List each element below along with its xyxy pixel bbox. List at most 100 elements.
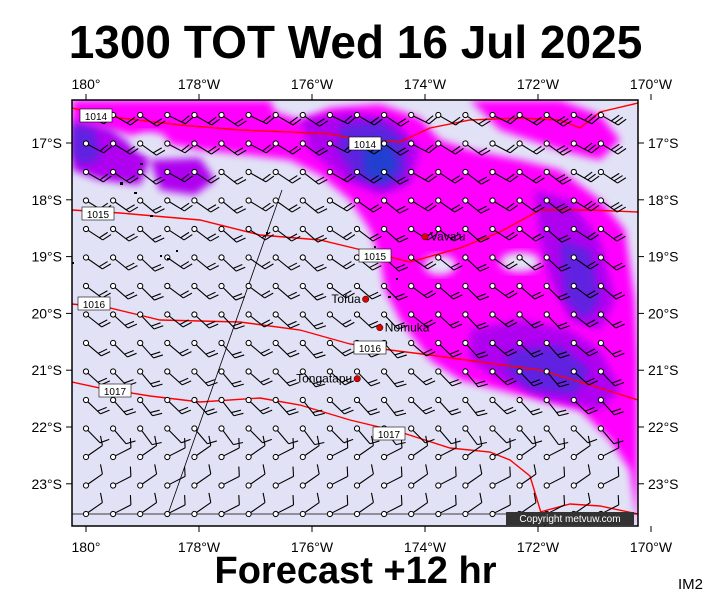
wind-barb	[435, 111, 464, 126]
wind-barb	[82, 435, 103, 461]
islands	[72, 163, 398, 298]
wind-barb	[82, 464, 103, 489]
svg-text:1017: 1017	[378, 430, 401, 441]
wind-barb	[109, 225, 138, 242]
wind-barb	[164, 140, 194, 154]
wind-barb	[82, 368, 111, 386]
copyright-text: Copyright metvuw.com	[519, 514, 620, 525]
wind-barb	[326, 495, 349, 518]
wind-barb	[326, 396, 354, 415]
wind-barb	[516, 339, 544, 358]
svg-text:1017: 1017	[104, 387, 127, 398]
wind-barb	[299, 140, 328, 156]
wind-barb	[597, 254, 626, 271]
wind-barb	[489, 438, 511, 461]
svg-text:1014: 1014	[354, 140, 377, 151]
wind-barb	[164, 225, 193, 241]
isobar-label: 1016	[77, 296, 111, 311]
wind-barb	[299, 425, 325, 446]
wind-barb	[109, 396, 137, 416]
wind-barb	[164, 438, 186, 461]
wind-barb	[489, 311, 518, 328]
svg-text:1016: 1016	[83, 300, 106, 311]
wind-barb	[137, 339, 164, 359]
wind-barb	[245, 197, 275, 212]
place-markers: Vava'u Tofua Nomuka Tongatapu	[296, 230, 465, 386]
wind-barb	[516, 111, 546, 126]
wind-barb	[543, 111, 572, 127]
wind-barb	[272, 368, 300, 387]
wind-barb	[272, 168, 301, 184]
isobar-1018	[539, 503, 638, 515]
isobar-1014	[72, 102, 638, 143]
wind-barb	[516, 225, 545, 242]
wind-barb	[381, 368, 407, 388]
wind-barb	[543, 140, 572, 156]
wind-barb	[218, 282, 246, 301]
wind-barb	[570, 396, 598, 415]
lat-tick-label-right: 17°S	[648, 135, 679, 151]
wind-barb	[191, 464, 212, 489]
wind-barb	[245, 435, 266, 461]
wind-barb	[353, 368, 381, 387]
wind-barb	[543, 368, 570, 388]
wind-barb	[245, 111, 275, 125]
lat-tick-label-right: 19°S	[648, 249, 679, 265]
wind-barb	[435, 254, 463, 271]
wind-barb	[218, 311, 245, 330]
wind-barb	[109, 368, 137, 387]
wind-barb	[218, 111, 247, 127]
wind-barb	[353, 435, 374, 461]
wind-barb	[137, 225, 165, 243]
wind-barb	[462, 464, 483, 489]
lon-tick-label-top: 170°W	[630, 76, 673, 92]
wind-barb	[408, 282, 437, 299]
wind-barb	[272, 438, 295, 461]
place-name: Vava'u	[430, 230, 465, 244]
wind-barb	[489, 396, 517, 415]
wind-barb	[137, 425, 162, 446]
lat-tick-label-right: 21°S	[648, 362, 679, 378]
wind-barb	[353, 396, 380, 416]
wind-barb	[299, 339, 326, 359]
wind-barb	[164, 339, 192, 357]
wind-barb	[164, 111, 194, 125]
wind-barb	[299, 368, 326, 388]
isobar-label: 1015	[81, 206, 115, 221]
wind-barb	[326, 339, 355, 357]
wind-barb	[109, 254, 138, 271]
wind-barb	[435, 438, 457, 461]
wind-barb	[82, 311, 111, 328]
wind-barb	[570, 140, 600, 154]
wind-barb	[570, 111, 600, 125]
wind-barb	[408, 492, 429, 518]
svg-text:1015: 1015	[364, 252, 387, 263]
wind-barb	[109, 140, 139, 155]
wind-barb	[597, 466, 620, 489]
wind-barb	[299, 464, 320, 489]
lon-tick-label-top: 178°W	[178, 76, 221, 92]
wind-barb	[462, 396, 488, 417]
wind-barb	[137, 311, 164, 330]
lon-tick-label-top: 172°W	[517, 76, 560, 92]
wind-barb	[272, 225, 301, 242]
wind-barb	[408, 111, 438, 125]
wind-barb	[191, 140, 220, 155]
wind-barb	[109, 197, 139, 213]
wind-barb	[408, 464, 429, 489]
wind-barb	[516, 254, 545, 271]
wind-barb	[353, 464, 374, 489]
wind-barb	[462, 225, 490, 243]
wind-barb	[272, 254, 301, 271]
place-name: Nomuka	[385, 321, 430, 335]
wind-barb	[326, 254, 356, 270]
wind-barb	[381, 495, 403, 518]
place-marker: Nomuka	[376, 321, 430, 335]
wind-barb	[272, 311, 300, 329]
wind-barb	[516, 368, 543, 387]
wind-barb	[137, 396, 163, 417]
wind-barb	[381, 168, 409, 185]
wind-barb	[245, 492, 266, 518]
wind-barb	[353, 168, 383, 184]
